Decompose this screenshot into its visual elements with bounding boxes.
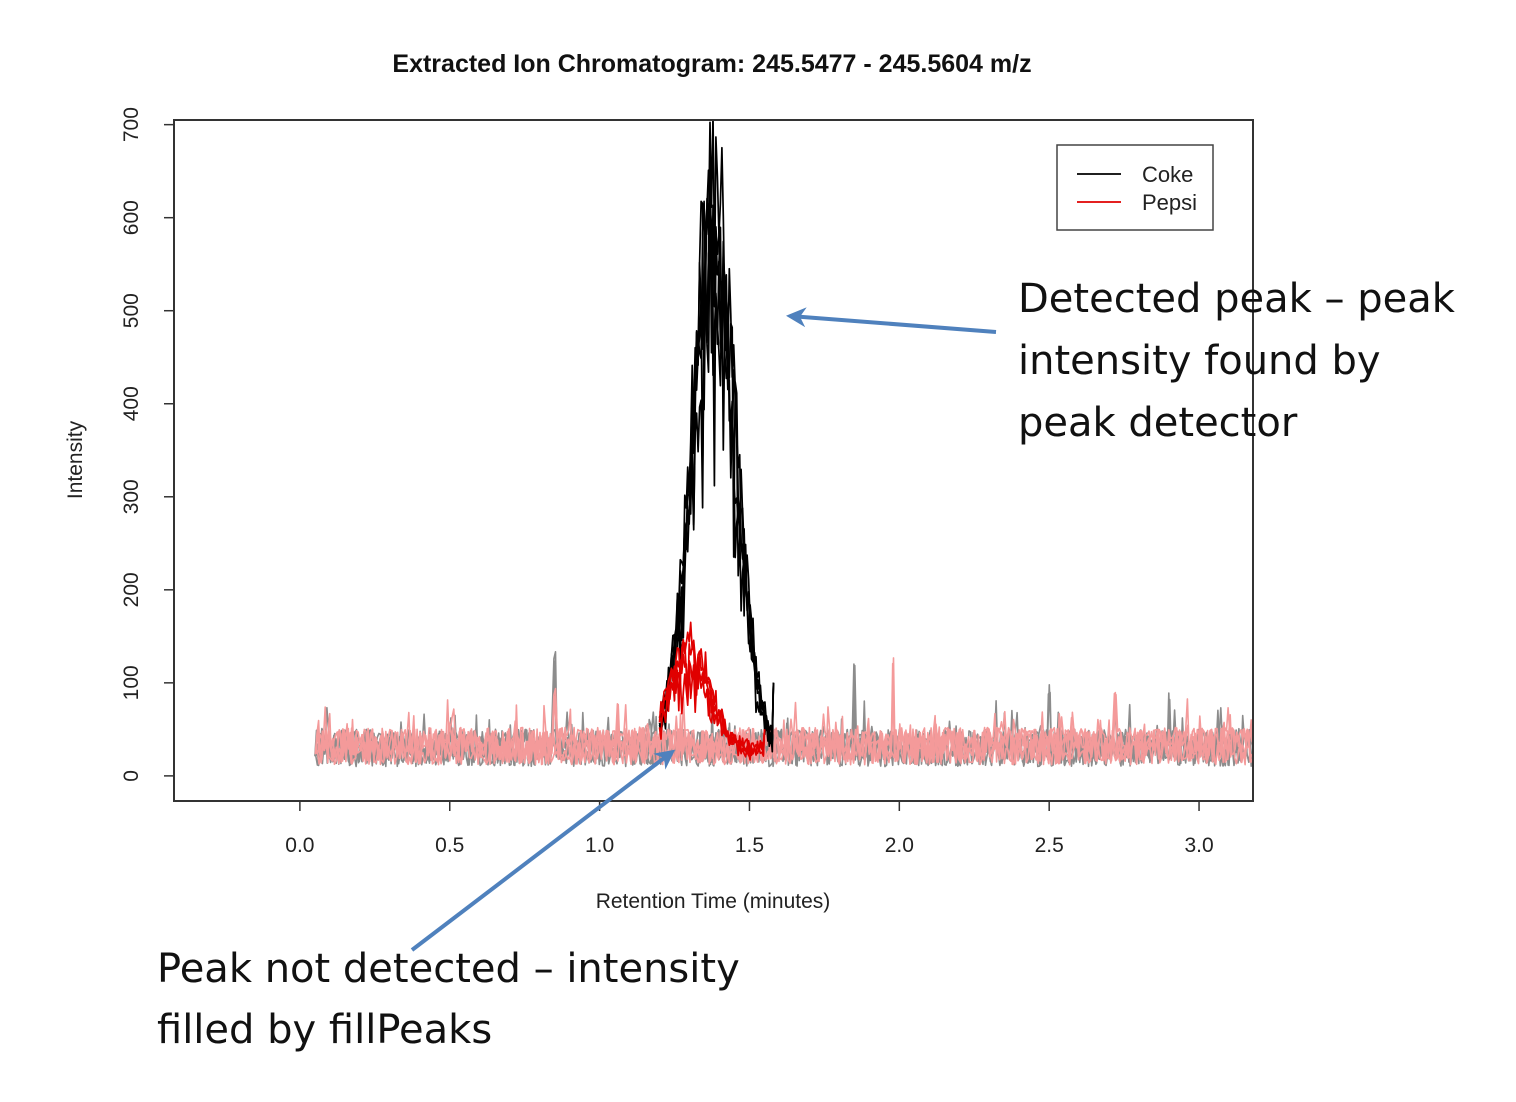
legend-label-pepsi: Pepsi [1142, 190, 1197, 215]
y-tick-label: 0 [120, 770, 143, 782]
x-tick-label: 3.0 [1184, 834, 1213, 857]
annotation-filled-arrow [410, 749, 676, 952]
series-pepsi-baseline [315, 662, 1253, 766]
x-axis: 0.0 0.5 1.0 1.5 2.0 2.5 3.0 [285, 801, 1214, 857]
annotation-detected-line-3: peak detector [1018, 400, 1298, 446]
annotation-detected-line-1: Detected peak – peak [1018, 276, 1456, 322]
annotation-detected-line-2: intensity found by [1018, 338, 1381, 384]
y-tick-label: 100 [120, 665, 143, 700]
series-pepsi-baseline [315, 712, 1253, 766]
x-tick-label: 2.5 [1035, 834, 1064, 857]
x-tick-label: 1.5 [735, 834, 764, 857]
y-tick-label: 700 [120, 107, 143, 142]
y-axis: 0 100 200 300 400 500 600 700 [120, 107, 174, 782]
y-tick-label: 500 [120, 293, 143, 328]
annotation-filled-peak: Peak not detected – intensity filled by … [157, 749, 740, 1053]
x-tick-label: 0.5 [435, 834, 464, 857]
annotation-filled-line-2: filled by fillPeaks [157, 1007, 492, 1053]
annotation-detected-arrow [786, 307, 997, 334]
annotation-detected-peak: Detected peak – peak intensity found by … [786, 276, 1456, 446]
chart-title: Extracted Ion Chromatogram: 245.5477 - 2… [392, 50, 1031, 78]
x-tick-label: 1.0 [585, 834, 614, 857]
x-tick-label: 2.0 [885, 834, 914, 857]
legend: Coke Pepsi [1056, 144, 1214, 231]
y-tick-label: 200 [120, 572, 143, 607]
y-tick-label: 400 [120, 386, 143, 421]
legend-label-coke: Coke [1142, 162, 1193, 187]
y-tick-label: 300 [120, 479, 143, 514]
series-pepsi-peak [658, 662, 766, 757]
series-layer [314, 120, 1253, 768]
annotation-filled-line-1: Peak not detected – intensity [157, 946, 740, 992]
y-tick-label: 600 [120, 200, 143, 235]
x-axis-label: Retention Time (minutes) [596, 890, 831, 913]
y-axis-label: Intensity [64, 420, 87, 499]
series-coke-peak [659, 206, 775, 744]
plot-frame [173, 119, 1254, 802]
legend-box [1056, 144, 1214, 231]
series-coke-peak [658, 169, 775, 748]
x-tick-label: 0.0 [285, 834, 314, 857]
